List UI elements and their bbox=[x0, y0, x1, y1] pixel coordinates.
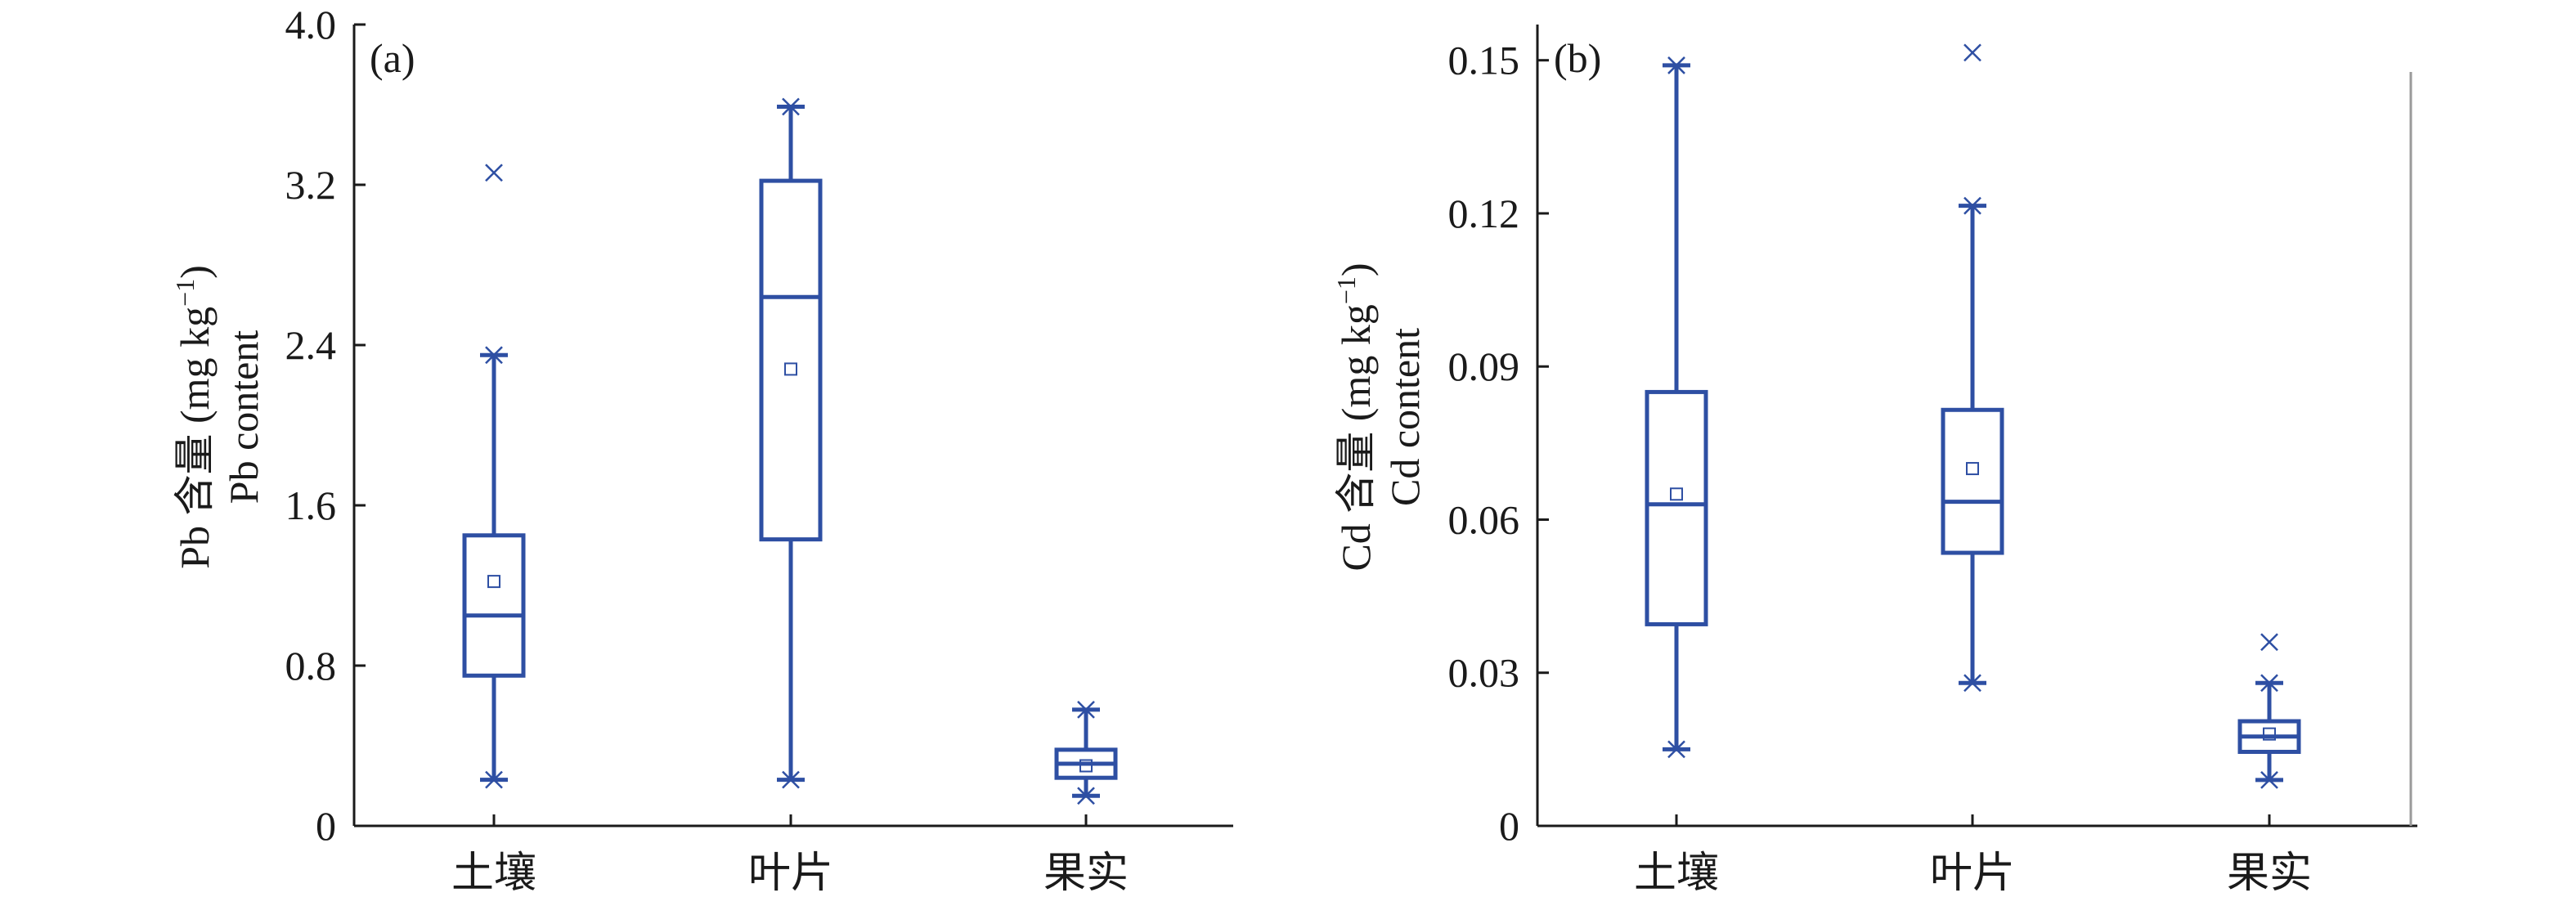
x-tick-label: 叶片 bbox=[1930, 850, 2015, 897]
iqr-box bbox=[1645, 389, 1708, 626]
x-tick-label: 果实 bbox=[2227, 850, 2312, 897]
min-marker bbox=[2260, 770, 2278, 789]
box-2 bbox=[759, 97, 823, 789]
max-marker bbox=[1077, 701, 1095, 719]
box-2 bbox=[1941, 43, 2004, 693]
box-1 bbox=[462, 164, 526, 789]
x-tick-label: 叶片 bbox=[748, 850, 833, 897]
panel-a-ylabel-line2: Pb content bbox=[221, 330, 267, 505]
iqr-box bbox=[1941, 407, 2004, 555]
y-tick-label: 0.09 bbox=[1448, 343, 1520, 389]
mean-marker bbox=[1670, 487, 1683, 501]
min-marker bbox=[1077, 787, 1095, 805]
mean-marker bbox=[487, 575, 500, 589]
iqr-box bbox=[759, 178, 823, 542]
y-tick-label: 3.2 bbox=[285, 162, 337, 208]
y-tick-label: 0.8 bbox=[285, 643, 337, 688]
box-3 bbox=[1054, 701, 1118, 805]
outlier-marker bbox=[485, 164, 503, 182]
x-tick-label: 土壤 bbox=[1634, 850, 1719, 897]
max-marker bbox=[1963, 196, 1981, 215]
panel-b-ylabel-line2: Cd content bbox=[1382, 328, 1428, 506]
box-1 bbox=[1645, 56, 1708, 759]
min-marker bbox=[782, 770, 800, 789]
y-tick-label: 1.6 bbox=[285, 482, 337, 528]
x-tick-label: 土壤 bbox=[451, 850, 536, 897]
y-tick-label: 0.15 bbox=[1448, 38, 1520, 83]
max-marker bbox=[485, 346, 503, 365]
mean-marker bbox=[1966, 462, 1979, 476]
min-marker bbox=[1667, 740, 1685, 759]
outlier-marker bbox=[2260, 633, 2278, 652]
panel-a-label: (a) bbox=[370, 35, 415, 81]
max-marker bbox=[1667, 56, 1685, 74]
max-marker bbox=[782, 97, 800, 116]
iqr-box bbox=[462, 533, 526, 678]
y-tick-label: 4.0 bbox=[285, 2, 337, 47]
min-marker bbox=[1963, 674, 1981, 693]
box-3 bbox=[2237, 633, 2301, 789]
panel-b-cd: (b) Cd 含量 (mg kg−1) Cd content 0 0.03 0.06… bbox=[1331, 25, 2417, 897]
panel-b-ylabel-line1: Cd 含量 (mg kg−1) bbox=[1331, 262, 1379, 571]
max-marker bbox=[2260, 674, 2278, 693]
outlier-marker bbox=[1963, 43, 1981, 62]
mean-marker bbox=[2263, 727, 2276, 741]
y-tick-label: 0.03 bbox=[1448, 650, 1520, 696]
x-tick-label: 果实 bbox=[1043, 850, 1129, 897]
panel-a-ylabel-line1: Pb 含量 (mg kg−1) bbox=[170, 265, 218, 569]
y-tick-label: 0 bbox=[1499, 803, 1519, 849]
mean-marker bbox=[1079, 759, 1093, 773]
min-marker bbox=[485, 770, 503, 789]
panel-a-pb: (a) Pb 含量 (mg kg−1) Pb content 0 0.8 1.6 2.… bbox=[170, 2, 1233, 897]
y-tick-label: 0.12 bbox=[1448, 191, 1520, 236]
mean-marker bbox=[784, 362, 797, 376]
y-tick-label: 0 bbox=[316, 803, 336, 849]
panel-b-label: (b) bbox=[1554, 35, 1601, 81]
y-tick-label: 0.06 bbox=[1448, 496, 1520, 542]
y-tick-label: 2.4 bbox=[285, 322, 337, 368]
